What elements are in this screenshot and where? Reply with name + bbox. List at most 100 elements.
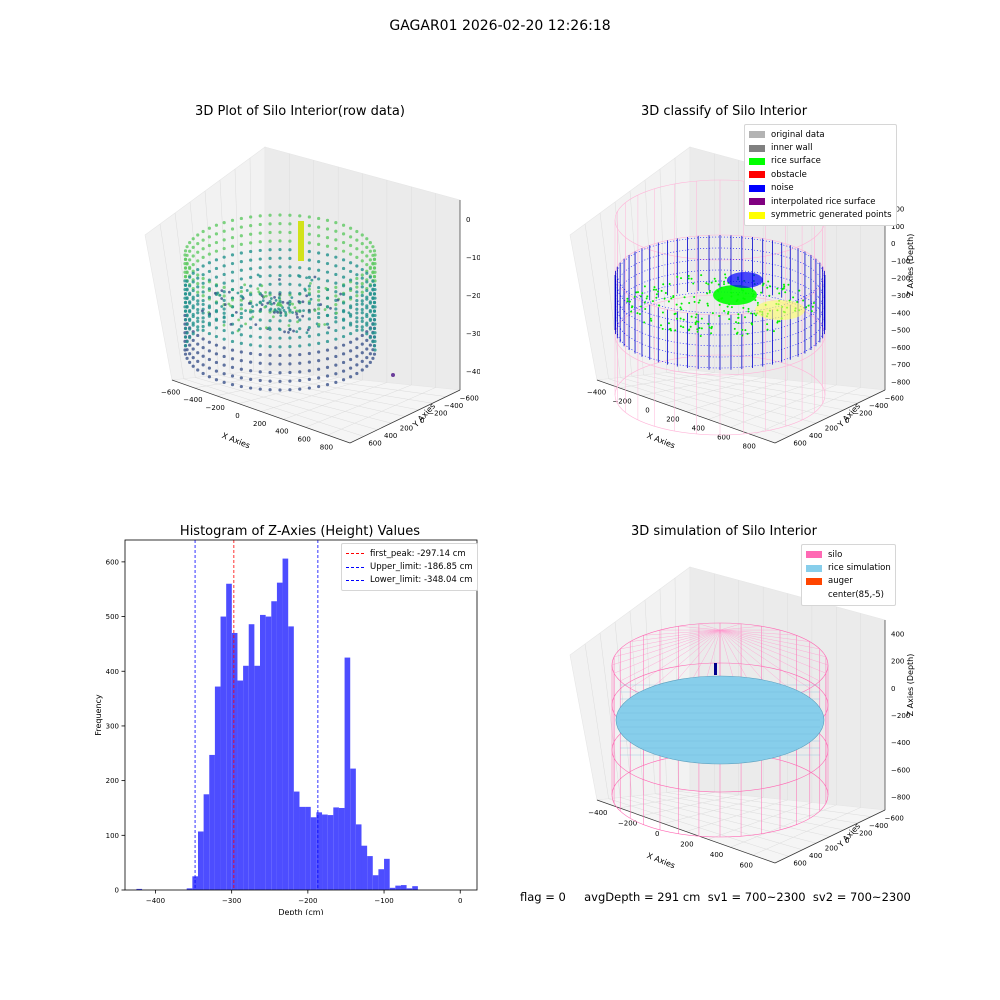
raw-point [268, 291, 271, 294]
histogram-bar [328, 815, 334, 890]
figure-title: GAGAR01 2026-02-20 12:26:18 [0, 18, 1000, 34]
raw-surface-point [220, 305, 223, 308]
raw-point [355, 290, 358, 293]
rice-surface-point [777, 320, 779, 322]
rice-surface-point [655, 289, 657, 291]
raw-point [365, 332, 368, 335]
raw-point [196, 294, 199, 297]
raw-point [215, 369, 218, 372]
raw-point [317, 376, 320, 379]
raw-surface-point [235, 311, 238, 314]
raw-point [259, 223, 262, 226]
raw-point [215, 301, 218, 304]
raw-point [349, 375, 352, 378]
raw-point [355, 308, 358, 311]
raw-point [208, 358, 211, 361]
histogram-bar [395, 886, 401, 890]
x-tick-label: 0 [235, 412, 239, 420]
auger-marker [714, 663, 717, 675]
raw-point [298, 327, 301, 330]
y-tick-label: 100 [106, 832, 119, 840]
raw-point [240, 225, 243, 228]
raw-point [288, 214, 291, 217]
raw-point [185, 297, 188, 300]
raw-point [326, 348, 329, 351]
raw-point [278, 222, 281, 225]
raw-point [355, 273, 358, 276]
raw-point [202, 256, 205, 259]
raw-point [223, 221, 226, 224]
rice-surface-point [681, 303, 683, 305]
raw-point [208, 375, 211, 378]
raw-point [342, 258, 345, 261]
rice-surface-point [744, 329, 746, 331]
raw-3d-plot: −600−400−2000200400600800−600−400−200020… [140, 125, 480, 470]
raw-point [361, 268, 364, 271]
raw-point [365, 272, 368, 275]
raw-point [188, 276, 191, 279]
legend-swatch [806, 551, 822, 558]
raw-point [365, 237, 368, 240]
raw-point [223, 286, 226, 289]
rice-surface-point [688, 278, 690, 280]
raw-point [342, 344, 345, 347]
rice-surface-point [660, 324, 662, 326]
raw-point [231, 262, 234, 265]
raw-point [342, 267, 345, 270]
rice-surface-point [674, 329, 676, 331]
rice-surface-point [706, 292, 708, 294]
raw-point [202, 294, 205, 297]
rice-surface-point [767, 281, 769, 283]
raw-surface-point [219, 294, 222, 297]
raw-point [326, 314, 329, 317]
raw-point [355, 337, 358, 340]
raw-point [202, 329, 205, 332]
raw-point [349, 332, 352, 335]
rice-surface-point [757, 302, 759, 304]
raw-point [202, 239, 205, 242]
y-tick-label: 0 [115, 887, 119, 895]
rice-surface-point [718, 315, 720, 317]
rice-surface-point [630, 311, 632, 313]
raw-point [334, 264, 337, 267]
raw-point [184, 275, 187, 278]
raw-point [188, 293, 191, 296]
raw-point [240, 251, 243, 254]
raw-surface-point [214, 292, 217, 295]
raw-point [196, 342, 199, 345]
raw-point [240, 312, 243, 315]
raw-point [188, 241, 191, 244]
raw-point [196, 311, 199, 314]
raw-point [185, 280, 188, 283]
raw-point [349, 253, 352, 256]
raw-point [349, 341, 352, 344]
rice-surface-point [656, 293, 658, 295]
raw-point [288, 291, 291, 294]
raw-point [196, 328, 199, 331]
raw-point [202, 277, 205, 280]
rice-surface-point [634, 296, 636, 298]
rice-surface-point [699, 299, 701, 301]
raw-point [196, 317, 199, 320]
raw-point [188, 319, 191, 322]
x-tick-label: 400 [692, 425, 705, 433]
raw-point [369, 258, 372, 261]
raw-point [215, 232, 218, 235]
raw-point [208, 253, 211, 256]
raw-surface-point [296, 316, 299, 319]
legend-label: Lower_limit: -348.04 cm [370, 575, 472, 585]
x-tick-label: −300 [222, 897, 241, 905]
raw-point [185, 357, 188, 360]
legend-label: original data [771, 130, 825, 140]
raw-point [223, 372, 226, 375]
raw-point [361, 342, 364, 345]
raw-surface-point [278, 293, 281, 296]
raw-point [268, 319, 271, 322]
raw-point [192, 280, 195, 283]
raw-point [259, 362, 262, 365]
raw-point [288, 283, 291, 286]
x-axis-label: X Axies [221, 431, 252, 450]
raw-point [240, 269, 243, 272]
raw-point [278, 388, 281, 391]
histogram-bar [266, 617, 272, 890]
